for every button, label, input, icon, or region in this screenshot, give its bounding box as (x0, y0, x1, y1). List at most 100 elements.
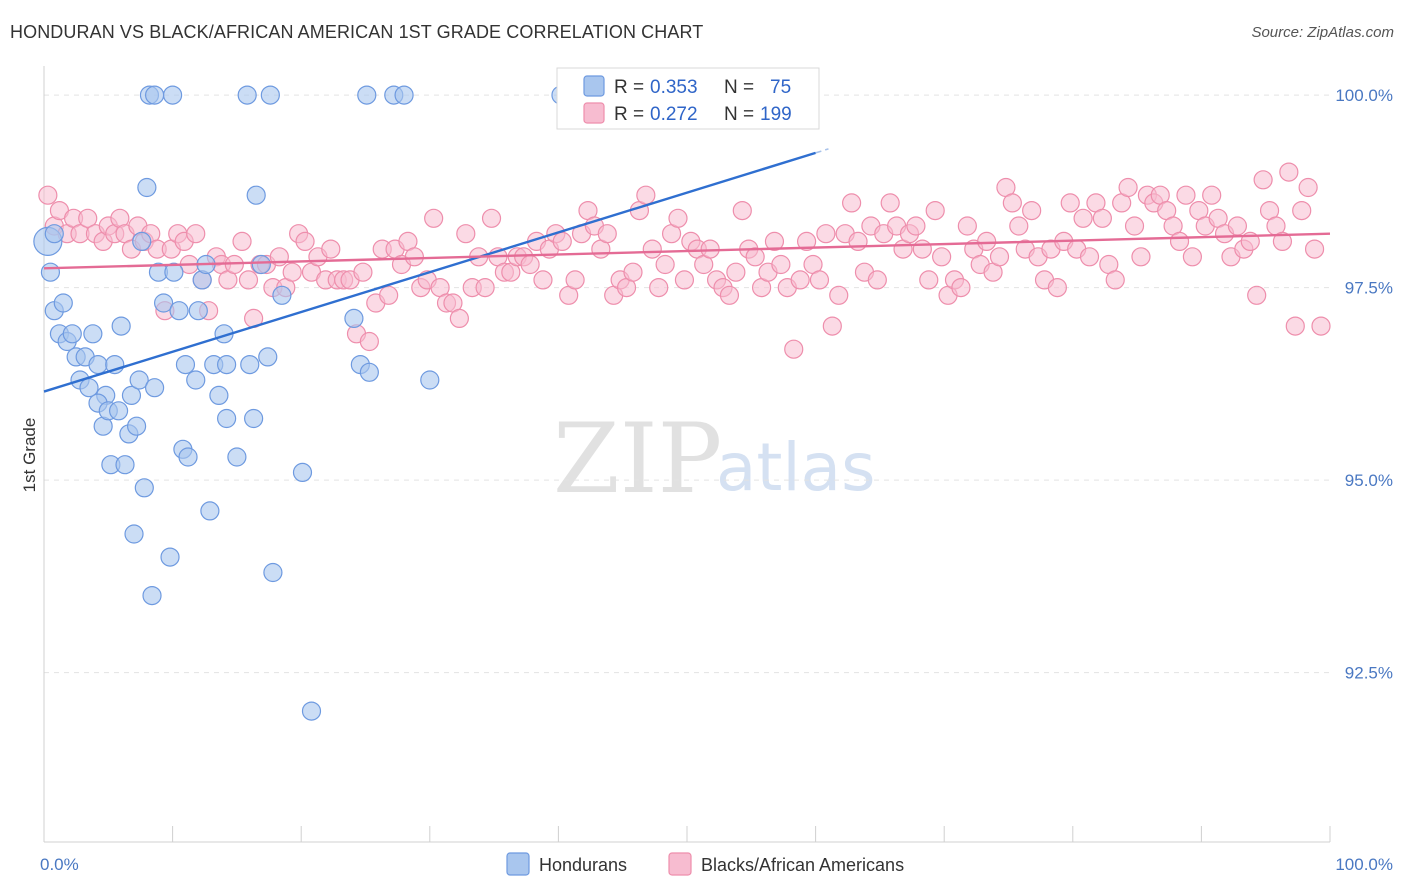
point-hondurans-58 (292, 462, 313, 482)
point-black-135 (906, 216, 926, 236)
point-hondurans-39 (178, 447, 198, 467)
point-black-80 (552, 231, 572, 251)
y-tick-label-2: 95.0% (1345, 471, 1393, 490)
bottom-legend-label-black: Blacks/African Americans (701, 855, 904, 875)
point-black-60 (424, 208, 444, 228)
point-hondurans-30 (142, 585, 162, 606)
point-black-197 (1304, 239, 1325, 259)
point-hondurans-48 (217, 408, 237, 429)
trend-line-black (43, 232, 1331, 270)
point-black-146 (977, 231, 997, 251)
point-black-137 (919, 270, 939, 290)
point-black-178 (1182, 247, 1202, 267)
point-black-31 (238, 270, 259, 290)
point-black-64 (449, 308, 469, 328)
point-black-169 (1124, 216, 1145, 236)
point-black-189 (1253, 170, 1273, 190)
point-black-170 (1131, 247, 1151, 267)
point-black-99 (674, 270, 695, 290)
point-hondurans-49 (217, 355, 237, 375)
point-hondurans-31 (144, 378, 165, 398)
point-black-44 (321, 239, 341, 259)
point-black-188 (1247, 285, 1267, 305)
point-hondurans-24 (124, 524, 144, 544)
point-black-82 (565, 270, 585, 290)
point-black-120 (809, 270, 830, 290)
series-hondurans-points (33, 85, 602, 721)
chart-title: HONDURAN VS BLACK/AFRICAN AMERICAN 1ST G… (10, 22, 704, 42)
point-black-116 (784, 339, 804, 359)
x-tick-label-1: 100.0% (1335, 855, 1393, 874)
point-black-114 (771, 254, 791, 275)
legend-n-value-2: 199 (760, 104, 792, 125)
point-black-38 (282, 262, 302, 282)
point-black-50 (359, 331, 379, 352)
trend-line-hondurans (43, 151, 816, 393)
legend-swatch-hondurans (583, 75, 605, 97)
point-hondurans-26 (129, 370, 149, 390)
chart-source: Source: ZipAtlas.com (1251, 24, 1394, 41)
point-hondurans-33 (153, 293, 174, 313)
point-hondurans-4 (53, 293, 73, 313)
watermark-zip: ZIP (553, 403, 722, 515)
legend-swatch-black (583, 102, 605, 124)
point-black-161 (1073, 208, 1093, 228)
point-hondurans-55 (258, 347, 278, 367)
point-black-75 (520, 254, 540, 275)
point-hondurans-21 (115, 455, 135, 475)
legend-r-value-1: 0.353 (650, 77, 698, 98)
point-hondurans-35 (164, 262, 184, 282)
legend-r-value-2: 0.272 (650, 104, 698, 125)
point-black-87 (597, 224, 617, 244)
point-black-142 (951, 278, 971, 298)
point-black-94 (642, 239, 662, 259)
point-hondurans-38 (175, 355, 196, 375)
point-hondurans-1 (40, 262, 61, 282)
point-hondurans-50 (227, 447, 247, 467)
legend-n-value-1: 75 (770, 77, 791, 98)
point-black-192 (1272, 231, 1293, 251)
point-black-177 (1176, 185, 1196, 205)
x-ticks: 0.0% 100.0% (40, 855, 1393, 874)
point-hondurans-36 (169, 301, 189, 321)
point-hondurans-23 (121, 385, 142, 405)
point-hondurans-27 (132, 231, 152, 251)
point-black-125 (842, 193, 862, 213)
point-hondurans-20 (111, 316, 131, 336)
point-black-0 (38, 185, 58, 205)
point-black-6 (78, 208, 98, 228)
point-black-107 (726, 262, 746, 282)
bottom-legend-label-hondurans: Hondurans (539, 855, 627, 875)
point-black-118 (796, 231, 817, 251)
point-black-95 (649, 278, 669, 298)
point-hondurans-66 (163, 85, 183, 105)
y-tick-label-3: 92.5% (1345, 664, 1393, 683)
point-black-148 (989, 247, 1010, 267)
point-hondurans-71 (394, 85, 414, 105)
point-black-176 (1169, 231, 1190, 251)
point-hondurans-41 (188, 301, 208, 321)
legend-n-label-1: N = (724, 77, 754, 98)
point-hondurans-12 (88, 355, 108, 375)
point-hondurans-51 (240, 355, 260, 375)
point-black-159 (1060, 193, 1080, 213)
point-black-30 (232, 231, 252, 251)
point-hondurans-62 (359, 362, 379, 382)
legend-r-label-2: R = (614, 104, 644, 125)
point-black-40 (295, 231, 315, 251)
point-black-164 (1092, 208, 1112, 228)
point-black-110 (745, 247, 765, 267)
y-axis-label: 1st Grade (20, 418, 39, 493)
point-black-150 (1002, 193, 1022, 213)
point-black-77 (533, 270, 553, 290)
bottom-legend: Hondurans Blacks/African Americans (506, 852, 904, 876)
y-ticks: 100.0% 97.5% 95.0% 92.5% (1335, 86, 1393, 683)
point-hondurans-60 (344, 308, 364, 328)
point-hondurans-46 (209, 385, 229, 405)
point-black-166 (1105, 270, 1125, 290)
point-hondurans-29 (137, 177, 157, 198)
point-hondurans-34 (160, 547, 180, 567)
trend-lines (43, 148, 1331, 393)
point-black-23 (186, 224, 206, 244)
point-hondurans-53 (246, 185, 266, 205)
